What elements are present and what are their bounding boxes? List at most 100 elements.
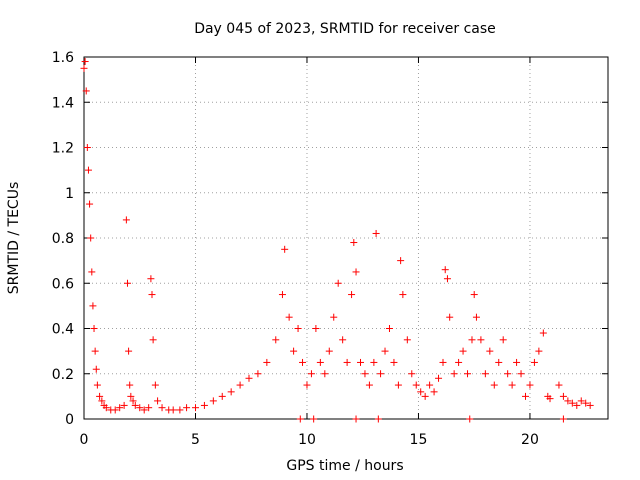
- data-point: [316, 358, 324, 366]
- data-point: [446, 313, 454, 321]
- data-point: [151, 381, 159, 389]
- y-tick-label: 1: [65, 186, 74, 202]
- data-point: [559, 415, 567, 423]
- data-point: [468, 336, 476, 344]
- data-point: [350, 239, 358, 247]
- data-point: [455, 358, 463, 366]
- data-point: [147, 275, 155, 283]
- data-point: [125, 347, 133, 355]
- data-point: [426, 381, 434, 389]
- data-point: [310, 415, 318, 423]
- y-tick-label: 1.6: [52, 50, 74, 66]
- data-point: [272, 336, 280, 344]
- data-point: [517, 370, 525, 378]
- data-point: [513, 358, 521, 366]
- data-point: [126, 381, 134, 389]
- y-tick-labels: 0 0.2 0.4 0.6 0.8 1 1.2 1.4 1.6: [52, 50, 74, 428]
- data-point: [390, 358, 398, 366]
- data-point: [559, 392, 567, 400]
- data-point: [352, 415, 360, 423]
- data-point: [140, 406, 148, 414]
- data-point: [299, 358, 307, 366]
- data-point: [365, 381, 373, 389]
- data-point: [294, 325, 302, 332]
- data-point: [183, 404, 191, 412]
- y-tick-label: 0: [65, 412, 74, 428]
- data-point: [90, 325, 98, 332]
- data-point: [586, 401, 594, 409]
- data-point: [290, 347, 298, 355]
- plot-frame: [83, 56, 609, 420]
- data-point: [98, 397, 106, 405]
- data-point: [535, 347, 543, 355]
- x-tick-label: 15: [410, 432, 428, 448]
- data-point: [450, 370, 458, 378]
- data-point: [84, 166, 92, 174]
- data-point: [435, 374, 443, 382]
- data-point: [490, 381, 498, 389]
- data-point: [546, 395, 554, 403]
- data-point: [200, 401, 208, 409]
- y-tick-label: 0.2: [52, 367, 74, 383]
- data-points: [80, 58, 594, 423]
- y-tick-label: 1.2: [52, 141, 74, 157]
- data-point: [403, 336, 411, 344]
- chart-title: Day 045 of 2023, SRMTID for receiver cas…: [194, 21, 496, 37]
- data-point: [281, 245, 289, 253]
- grid: [84, 57, 608, 419]
- axis-ticks: [83, 56, 608, 420]
- y-axis-label: SRMTID / TECUs: [6, 182, 22, 295]
- data-point: [209, 397, 217, 405]
- data-point: [120, 401, 128, 409]
- x-axis-label: GPS time / hours: [286, 458, 403, 474]
- data-point: [81, 58, 89, 66]
- data-point: [92, 365, 100, 373]
- data-point: [472, 313, 480, 321]
- data-point: [343, 358, 351, 366]
- data-point: [334, 279, 342, 287]
- data-point: [372, 229, 380, 237]
- data-point: [377, 370, 385, 378]
- data-point: [127, 392, 135, 400]
- data-point: [131, 401, 139, 409]
- data-point: [321, 370, 329, 378]
- data-point: [296, 415, 304, 423]
- x-tick-label: 5: [191, 432, 200, 448]
- data-point: [481, 370, 489, 378]
- data-point: [499, 336, 507, 344]
- data-point: [116, 404, 124, 412]
- data-point: [412, 381, 420, 389]
- y-tick-label: 0.6: [52, 276, 74, 292]
- data-point: [96, 392, 104, 400]
- data-point: [381, 347, 389, 355]
- data-point: [466, 415, 474, 423]
- data-point: [145, 404, 153, 412]
- data-point: [385, 325, 393, 332]
- data-point: [374, 415, 382, 423]
- data-point: [87, 234, 95, 242]
- data-point: [417, 388, 425, 396]
- data-point: [82, 87, 90, 95]
- data-point: [470, 291, 478, 299]
- data-point: [285, 313, 293, 321]
- data-point: [421, 392, 429, 400]
- data-point: [530, 358, 538, 366]
- data-point: [218, 392, 226, 400]
- data-point: [80, 64, 88, 72]
- x-tick-label: 10: [298, 432, 316, 448]
- data-point: [89, 302, 97, 310]
- data-point: [443, 275, 451, 283]
- data-point: [278, 291, 286, 299]
- data-point: [102, 404, 110, 412]
- data-point: [399, 291, 407, 299]
- data-point: [582, 399, 590, 407]
- data-point: [486, 347, 494, 355]
- y-tick-label: 0.8: [52, 231, 74, 247]
- data-point: [136, 404, 144, 412]
- y-tick-label: 0.4: [52, 322, 74, 338]
- data-point: [508, 381, 516, 389]
- data-point: [464, 370, 472, 378]
- data-point: [93, 381, 101, 389]
- data-point: [477, 336, 485, 344]
